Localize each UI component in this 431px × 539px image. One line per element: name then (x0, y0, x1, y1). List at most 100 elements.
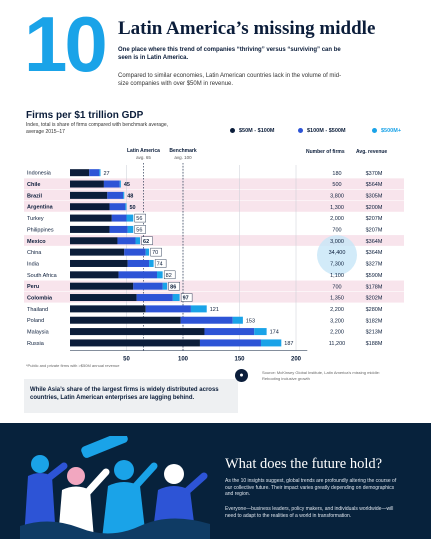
reference-label-benchmark: Benchmark (169, 148, 196, 154)
avg-revenue-mexico: $364M (366, 239, 383, 245)
x-tick-label-100: 100 (178, 357, 189, 363)
total-label-turkey: 56 (136, 216, 142, 222)
legend-label-50-100: $50M - $100M (239, 128, 275, 134)
headline: Latin America’s missing middle (118, 18, 376, 39)
category-label-indonesia: Indonesia (27, 171, 52, 177)
firms-count-colombia: 1,350 (330, 296, 344, 302)
avg-revenue-china: $364M (366, 250, 383, 256)
avg-revenue-poland: $182M (366, 318, 383, 324)
bar-south-africa--500m- (157, 271, 163, 279)
firms-count-mexico: 3,000 (330, 239, 344, 245)
firms-bubble (317, 235, 357, 276)
category-label-russia: Russia (27, 341, 45, 347)
avg-revenue-india: $327M (366, 262, 383, 268)
total-label-south-africa: 82 (166, 273, 172, 279)
legend-item-500-plus: $500M+ (372, 128, 401, 134)
avg-revenue-philippines: $207M (366, 228, 383, 234)
bar-brazil--50m-100m (70, 191, 108, 199)
firms-count-malaysia: 2,200 (330, 330, 344, 336)
total-label-russia: 187 (284, 341, 293, 347)
total-label-colombia: 97 (183, 296, 189, 302)
x-tick-label-150: 150 (234, 357, 245, 363)
avg-revenue-brazil: $305M (366, 193, 383, 199)
bar-south-africa--50m-100m (70, 271, 119, 279)
legend-label-100-500: $100M - $500M (307, 128, 346, 134)
bar-thailand--50m-100m (70, 305, 146, 313)
total-label-china: 70 (152, 250, 158, 256)
total-box-philippines (134, 225, 146, 234)
firms-count-russia: 11,200 (329, 341, 345, 347)
total-label-argentina: 50 (130, 205, 136, 211)
total-label-peru: 86 (170, 284, 176, 290)
total-box-south-africa (163, 270, 176, 280)
firms-count-indonesia: 180 (332, 171, 341, 177)
bar-philippines--50m-100m (70, 225, 110, 233)
firms-count-brazil: 3,800 (330, 193, 344, 199)
bar-chile--100m-500m (103, 180, 120, 188)
avg-revenue-indonesia: $370M (366, 171, 383, 177)
avg-revenue-south-africa: $590M (366, 273, 383, 279)
intro-bold-text: One place where this trend of companies … (118, 47, 341, 61)
bar-india--500m- (149, 259, 154, 267)
bar-mexico--50m-100m (70, 237, 118, 245)
bar-china--100m-500m (124, 248, 146, 256)
highlight-row-peru (24, 280, 404, 292)
intro-text: Compared to similar economies, Latin Ame… (118, 73, 342, 87)
bar-colombia--50m-100m (70, 294, 137, 302)
insight-number: 10 (24, 0, 108, 88)
total-label-india: 74 (157, 262, 163, 268)
category-label-thailand: Thailand (27, 307, 48, 313)
future-paragraph-1: As the 10 insights suggest, global trend… (225, 478, 397, 498)
category-label-malaysia: Malaysia (27, 330, 50, 336)
total-label-chile: 45 (124, 182, 130, 188)
reference-label-latin-america: Latin America (127, 148, 160, 154)
bar-turkey--100m-500m (111, 214, 127, 222)
category-label-philippines: Philippines (27, 227, 54, 233)
bar-china--500m- (145, 248, 150, 256)
bar-poland--50m-100m (70, 316, 181, 324)
bar-chile--50m-100m (70, 180, 104, 188)
total-label-poland: 153 (246, 318, 255, 324)
bar-philippines--100m-500m (109, 225, 128, 233)
category-label-brazil: Brazil (27, 193, 42, 199)
bar-china--50m-100m (70, 248, 125, 256)
bar-colombia--100m-500m (136, 294, 173, 302)
bar-russia--500m- (260, 339, 282, 347)
source-text: Source: McKinsey Global Institute, Latin… (262, 370, 380, 381)
total-box-peru (168, 281, 180, 291)
x-tick-label-200: 200 (291, 357, 302, 363)
bar-brazil--100m-500m (107, 191, 124, 199)
bar-russia--100m-500m (199, 339, 261, 347)
total-box-china (150, 247, 162, 257)
bar-indonesia--50m-100m (70, 169, 90, 177)
chart-subtitle: Index, total is share of firms compared … (26, 122, 169, 135)
category-label-argentina: Argentina (27, 205, 54, 211)
firms-count-peru: 700 (332, 284, 341, 290)
x-tick-label-50: 50 (123, 357, 130, 363)
bar-peru--50m-100m (70, 282, 134, 290)
bar-india--50m-100m (70, 259, 128, 267)
avg-revenue-argentina: $200M (366, 205, 383, 211)
legend-swatch-500-plus (372, 128, 377, 133)
bar-argentina--50m-100m (70, 203, 110, 211)
highlight-row-chile (24, 178, 404, 190)
avg-revenue-peru: $178M (366, 284, 383, 290)
legend-swatch-50-100 (230, 128, 235, 133)
column-header-firms: Number of firms (306, 149, 345, 155)
bar-colombia--500m- (172, 294, 180, 302)
bar-philippines--500m- (127, 225, 134, 233)
bar-thailand--500m- (190, 305, 207, 313)
category-label-china: China (27, 250, 42, 256)
lightbulb-icon: ● (235, 369, 248, 382)
firms-count-south-africa: 1,100 (330, 273, 344, 279)
reference-sub-latin-america: avg. 65 (136, 155, 151, 160)
chart-title: Firms per $1 trillion GDP (26, 110, 144, 121)
avg-revenue-malaysia: $213M (366, 330, 383, 336)
bar-south-africa--100m-500m (118, 271, 158, 279)
highlight-row-mexico (24, 235, 404, 246)
bar-indonesia--100m-500m (89, 169, 100, 177)
category-label-turkey: Turkey (27, 216, 44, 222)
avg-revenue-colombia: $202M (366, 296, 383, 302)
category-label-chile: Chile (27, 182, 40, 188)
